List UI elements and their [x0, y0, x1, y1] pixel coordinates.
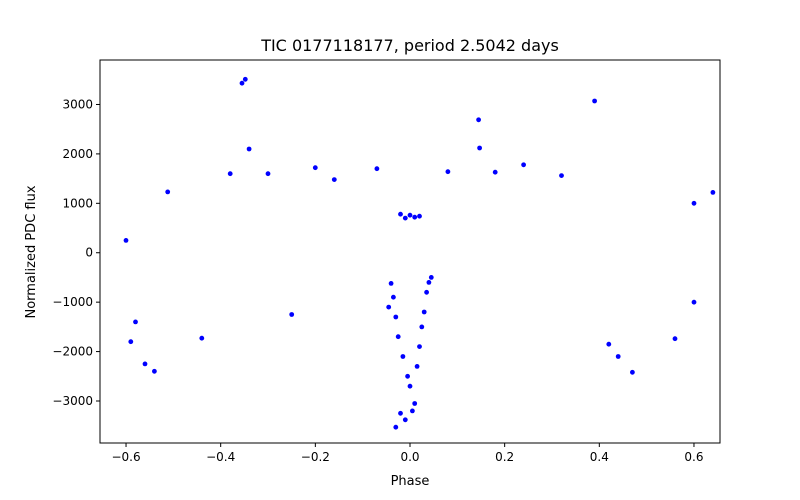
data-point — [265, 171, 271, 177]
data-point — [419, 324, 425, 330]
x-tick-label: 0.0 — [400, 450, 419, 464]
data-point — [412, 214, 418, 220]
data-point — [312, 165, 318, 171]
x-tick-label: 0.4 — [590, 450, 609, 464]
y-tick-label: −2000 — [52, 345, 93, 359]
data-point — [398, 211, 403, 217]
y-tick-label: 0 — [85, 246, 93, 260]
data-point — [242, 76, 248, 82]
data-point — [710, 190, 716, 195]
data-point — [417, 213, 422, 219]
data-point — [239, 80, 245, 86]
data-point — [388, 281, 394, 286]
data-point — [606, 341, 612, 347]
y-tick-label: 3000 — [62, 97, 93, 111]
chart-title: TIC 0177118177, period 2.5042 days — [260, 36, 559, 55]
data-point — [386, 304, 392, 310]
data-point — [592, 98, 597, 104]
data-point — [128, 339, 134, 345]
data-point — [521, 162, 526, 168]
x-axis-label: Phase — [391, 474, 430, 489]
data-point — [424, 289, 429, 295]
data-point — [615, 354, 621, 359]
x-tick-label: −0.2 — [301, 450, 330, 464]
data-point — [691, 200, 697, 206]
y-tick-label: −1000 — [52, 295, 93, 309]
data-point — [476, 117, 481, 123]
data-points — [123, 76, 716, 430]
y-axis-label: Normalized PDC flux — [24, 185, 39, 318]
data-point — [165, 189, 171, 195]
data-point — [477, 145, 482, 151]
x-tick-label: 0.6 — [684, 450, 703, 464]
data-point — [559, 173, 564, 179]
data-point — [393, 314, 399, 320]
data-point — [421, 309, 427, 315]
data-point — [400, 354, 406, 359]
data-point — [407, 212, 413, 218]
data-point — [199, 335, 205, 341]
data-point — [227, 171, 233, 177]
data-point — [391, 294, 396, 300]
data-point — [395, 334, 401, 340]
data-point — [398, 410, 403, 416]
data-point — [402, 215, 408, 221]
data-point — [152, 368, 157, 374]
data-point — [410, 408, 415, 414]
x-tick-label: −0.6 — [111, 450, 140, 464]
data-point — [331, 177, 337, 183]
x-axis-ticks: −0.6 −0.4 −0.2 0.0 0.2 0.4 0.6 — [111, 443, 704, 464]
x-tick-label: 0.2 — [495, 450, 514, 464]
data-point — [691, 299, 697, 305]
data-point — [412, 401, 418, 406]
y-axis-ticks: −3000 −2000 −1000 0 1000 2000 3000 — [52, 97, 100, 408]
data-point — [414, 364, 420, 369]
data-point — [405, 373, 410, 379]
data-point — [374, 166, 380, 172]
data-point — [123, 238, 129, 243]
data-point — [393, 424, 399, 430]
data-point — [142, 361, 148, 367]
data-point — [289, 312, 295, 317]
data-point — [426, 280, 432, 285]
data-point — [407, 383, 413, 389]
data-point — [428, 275, 434, 280]
data-point — [492, 169, 498, 175]
data-point — [445, 169, 451, 175]
y-tick-label: −3000 — [52, 394, 93, 408]
data-point — [402, 417, 408, 423]
data-point — [417, 344, 422, 349]
data-point — [672, 336, 678, 342]
y-tick-label: 1000 — [62, 196, 93, 210]
data-point — [246, 146, 252, 152]
data-point — [133, 319, 138, 325]
data-point — [630, 369, 635, 375]
x-tick-label: −0.4 — [206, 450, 235, 464]
y-tick-label: 2000 — [62, 147, 93, 161]
